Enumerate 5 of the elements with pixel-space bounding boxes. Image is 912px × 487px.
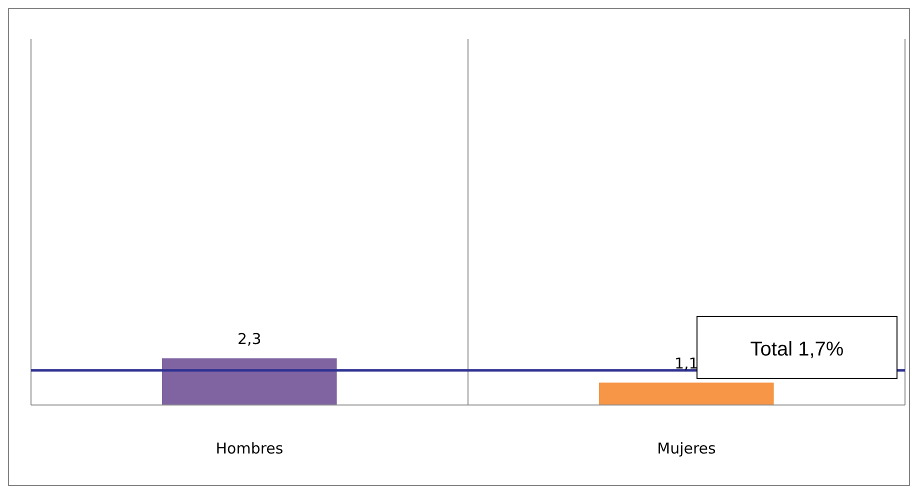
data-label: 2,3	[237, 330, 262, 348]
ref-line-label: Total 1,7%	[750, 338, 844, 360]
x-tick-label: Hombres	[216, 440, 284, 458]
x-tick-label: Mujeres	[657, 440, 716, 458]
data-label: 1,1	[674, 354, 698, 373]
